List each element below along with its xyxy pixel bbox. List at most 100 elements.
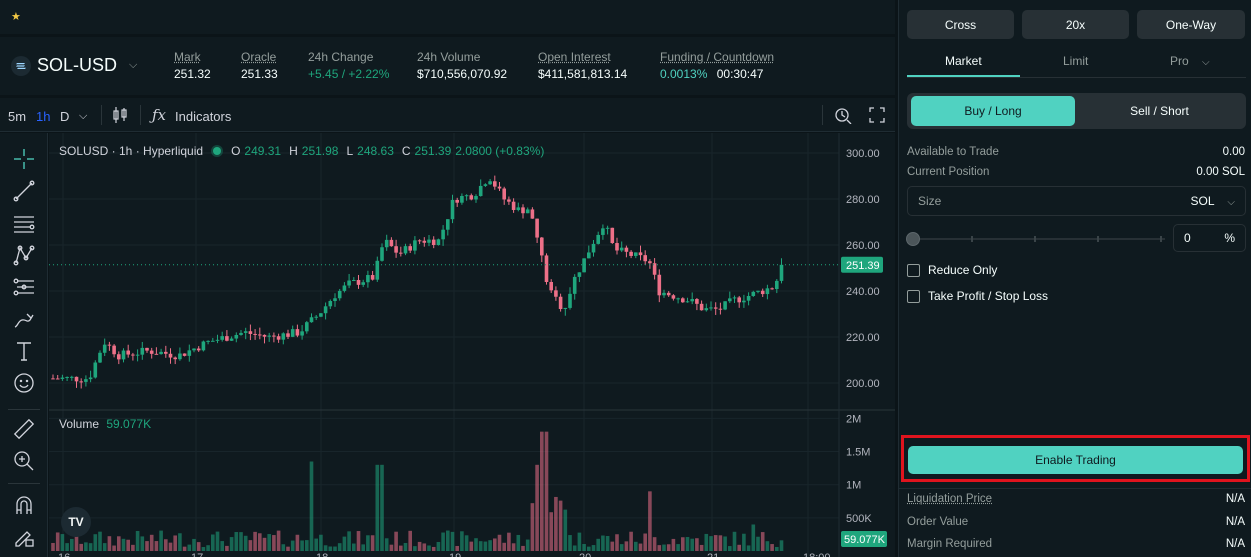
leverage-button[interactable]: 20x [1022, 10, 1129, 39]
liquidation-row: Liquidation Price N/A [907, 493, 1245, 505]
indicators-icon[interactable]: ƒx [152, 106, 167, 124]
volume-bar [399, 545, 403, 551]
candle-body [652, 263, 657, 275]
candle-body [474, 196, 478, 200]
volume-bar [427, 545, 431, 551]
ruler-icon[interactable] [12, 417, 36, 441]
ohlc-close: 251.39 [414, 144, 452, 158]
divider [101, 105, 102, 125]
candle-body [478, 185, 483, 197]
crosshair-icon[interactable] [12, 147, 36, 171]
candle-body [690, 299, 694, 302]
pattern-icon[interactable] [12, 243, 36, 267]
candle-body [624, 247, 629, 252]
indicators-button[interactable]: Indicators [175, 109, 232, 124]
brush-icon[interactable] [12, 307, 36, 331]
volume-bar [51, 542, 55, 551]
volume-bar [164, 539, 168, 551]
volume-bar [690, 538, 694, 551]
candle-body [760, 290, 765, 295]
candle-body [596, 234, 600, 244]
chart-toolbar: 5m 1h D ⌵ ƒx Indicators [0, 98, 895, 132]
tab-market[interactable]: Market [945, 54, 982, 68]
interval-1h[interactable]: 1h [36, 109, 51, 124]
tab-pro[interactable]: Pro ⌵ [1170, 54, 1210, 68]
volume-bar [70, 538, 74, 551]
volume-bar [765, 541, 770, 551]
candle-body [201, 341, 206, 351]
volume-bar [610, 541, 615, 551]
enable-trading-button[interactable]: Enable Trading [908, 446, 1243, 474]
volume-bar [488, 540, 492, 551]
chevron-down-icon: ⌵ [1227, 197, 1235, 208]
size-slider-handle[interactable] [906, 232, 920, 246]
price-chart[interactable]: 300.00 280.00 260.00 240.00 220.00 200.00 2M 1.… [49, 133, 895, 557]
divider [140, 105, 141, 125]
volume-bar [149, 534, 154, 551]
volume-bar [493, 538, 497, 551]
volume-bar [497, 534, 502, 551]
volume-bar [770, 544, 774, 551]
pencil-lock-icon[interactable] [12, 525, 36, 549]
chart-canvas[interactable]: 300.00 280.00 260.00 240.00 220.00 200.00 2M 1.… [49, 133, 895, 557]
candle-body [615, 243, 619, 251]
tradingview-logo[interactable]: TV [61, 507, 91, 537]
size-unit-select[interactable]: SOL ⌵ [1190, 194, 1235, 208]
size-input[interactable]: Size SOL ⌵ [907, 186, 1246, 216]
candle-body [211, 340, 215, 342]
candle-body [55, 378, 60, 380]
fib-icon[interactable] [12, 275, 36, 299]
candle-body [319, 313, 323, 317]
candles-icon[interactable] [112, 106, 128, 127]
candle-body [770, 288, 774, 290]
volume-bar [248, 540, 253, 551]
emoji-icon[interactable] [12, 371, 36, 395]
market-selector[interactable]: SOL-USD ⌵ [11, 55, 137, 76]
volume-bar [102, 543, 107, 551]
candle-body [751, 291, 756, 296]
interval-5m[interactable]: 5m [8, 109, 27, 124]
fullscreen-icon[interactable] [869, 107, 885, 126]
zoom-in-icon[interactable] [12, 449, 36, 473]
position-mode-button[interactable]: One-Way [1137, 10, 1245, 39]
volume-bar [502, 542, 506, 551]
buy-long-button[interactable]: Buy / Long [911, 96, 1075, 126]
candle-body [605, 227, 610, 229]
interval-dropdown-icon[interactable]: ⌵ [79, 110, 88, 122]
tp-sl-checkbox[interactable]: Take Profit / Stop Loss [907, 289, 1048, 303]
checkbox-box[interactable] [907, 263, 920, 277]
candle-body [648, 261, 652, 264]
volume-bar [728, 546, 732, 551]
candle-body [65, 376, 69, 378]
candle-body [441, 229, 445, 240]
margin-mode-button[interactable]: Cross [907, 10, 1014, 39]
candle-body [436, 239, 441, 245]
volume-bar [178, 533, 182, 551]
size-slider-track[interactable] [913, 238, 1165, 240]
percent-input[interactable]: 0 % [1173, 224, 1246, 252]
slider-tick [971, 236, 973, 242]
percent-value: 0 [1184, 231, 1191, 245]
candle-body [375, 260, 380, 280]
star-icon[interactable]: ★ [11, 11, 21, 23]
magnet-icon[interactable] [12, 493, 36, 517]
alert-icon[interactable] [834, 106, 852, 127]
checkbox-box[interactable] [907, 289, 920, 303]
tab-pro-label: Pro [1170, 54, 1189, 68]
volume-bar [587, 546, 591, 551]
reduce-only-checkbox[interactable]: Reduce Only [907, 263, 997, 277]
text-icon[interactable] [12, 339, 36, 363]
interval-d[interactable]: D [60, 109, 70, 124]
trend-line-icon[interactable] [12, 179, 36, 203]
horizontal-lines-icon[interactable] [12, 211, 36, 235]
funding-rate: 0.0013% [660, 67, 708, 81]
candle-body [192, 348, 196, 351]
volume-bar [695, 538, 699, 551]
volume-bar [300, 540, 304, 551]
volume-bar [516, 534, 521, 551]
tab-limit[interactable]: Limit [1063, 54, 1089, 68]
volume-bar [182, 546, 187, 551]
sell-short-button[interactable]: Sell / Short [1130, 104, 1189, 118]
margin-value: N/A [1225, 538, 1245, 550]
volume-bar [408, 530, 412, 551]
